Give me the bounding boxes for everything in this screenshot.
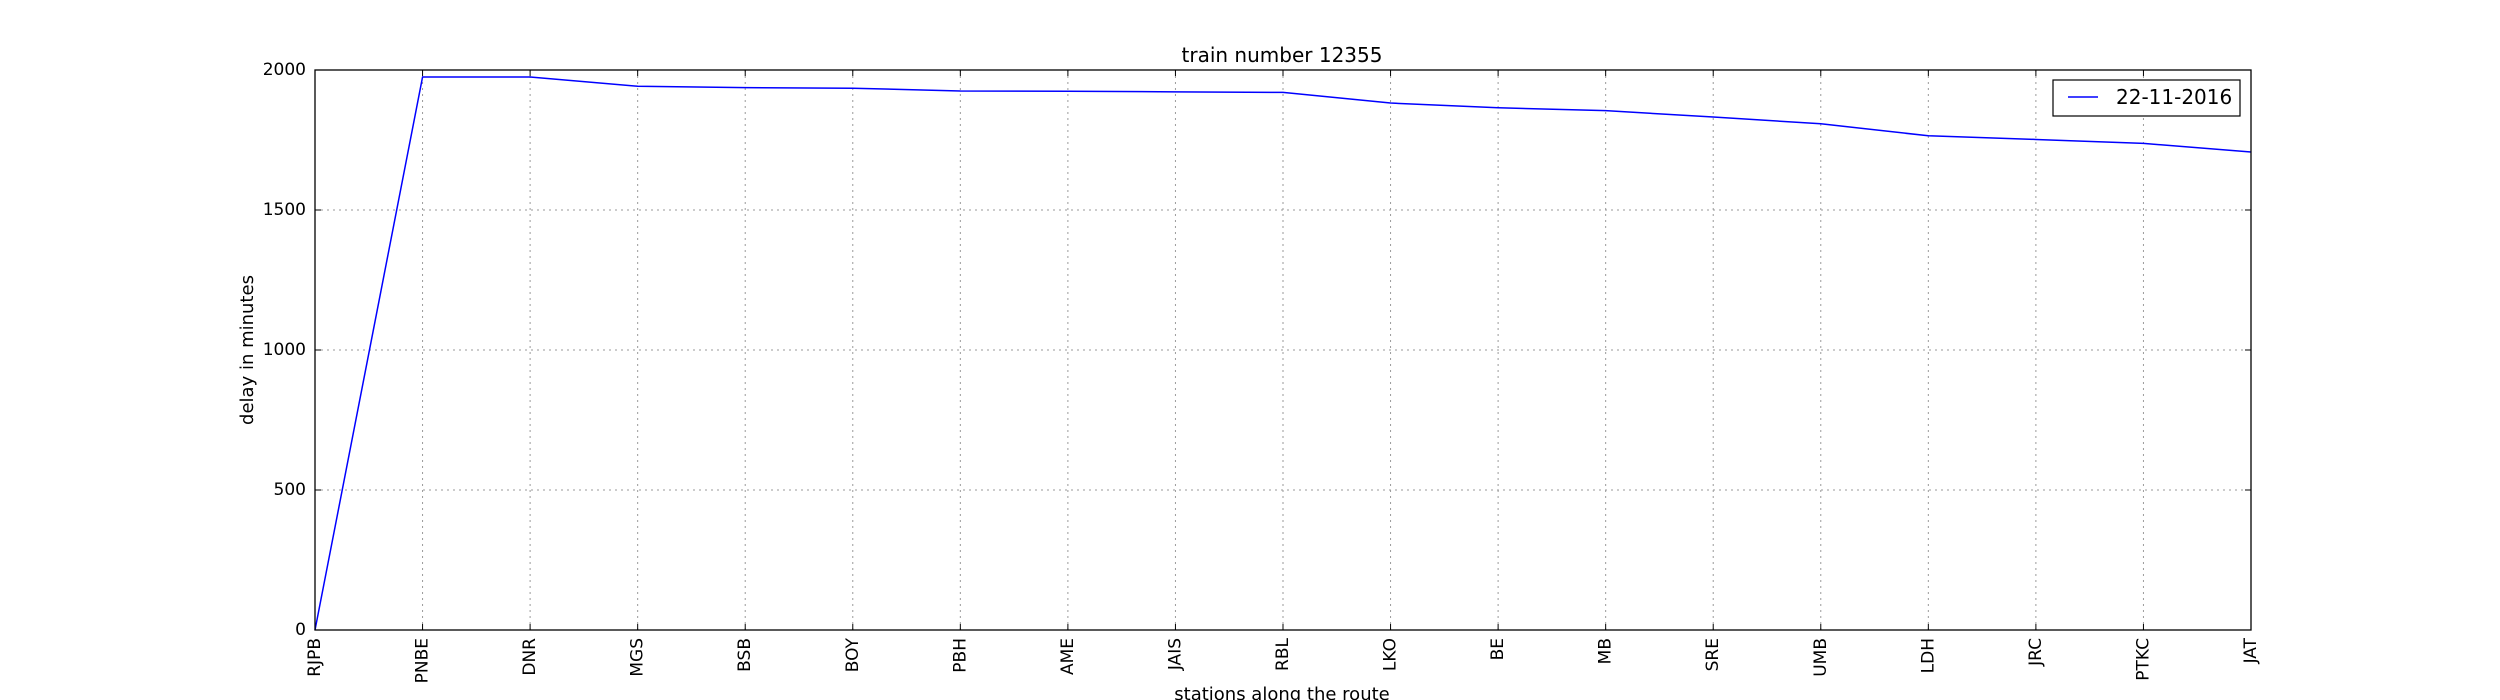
y-tick-label: 2000 [263, 60, 306, 80]
legend-label: 22-11-2016 [2116, 85, 2232, 109]
x-tick-label: DNR [520, 638, 540, 676]
x-tick-label: BE [1488, 638, 1508, 660]
x-tick-label: JAIS [1165, 638, 1185, 671]
x-tick-label: PTKC [2133, 638, 2153, 681]
y-tick-label: 1500 [263, 200, 306, 220]
grid [315, 70, 2251, 630]
x-tick-label: BSB [735, 638, 755, 672]
x-tick-label: PBH [950, 638, 970, 673]
series-line [314, 76, 2252, 631]
x-tick-label: JAT [2241, 637, 2261, 664]
x-tick-label: RJPB [305, 638, 325, 677]
y-tick-label: 1000 [263, 340, 306, 360]
x-axis-title: stations along the route [1174, 684, 1389, 700]
legend-box [2052, 79, 2241, 117]
x-tick-label: PNBE [413, 638, 433, 683]
x-tick-label: LDH [1918, 638, 1938, 673]
y-tick-label: 500 [274, 480, 306, 500]
legend: 22-11-2016 [2052, 79, 2241, 117]
x-tick-label: SRE [1703, 638, 1723, 671]
ticks: RJPB PNBE DNR MGS BSB BOY PBH AME JAIS RBL LKO BE MB… [263, 60, 2261, 683]
x-tick-label: LKO [1381, 638, 1401, 671]
x-tick-label: MB [1596, 638, 1616, 664]
x-tick-label: AME [1058, 638, 1078, 675]
y-axis-title: delay in minutes [237, 275, 258, 425]
x-tick-label: RBL [1273, 637, 1293, 670]
x-tick-label: UMB [1811, 638, 1831, 677]
y-tick-label: 0 [295, 620, 306, 640]
chart-title: train number 12355 [1182, 43, 1383, 67]
x-tick-label: BOY [843, 637, 863, 672]
series-layer [314, 76, 2252, 631]
x-tick-label: MGS [628, 638, 648, 677]
x-tick-label: JRC [2026, 638, 2046, 667]
